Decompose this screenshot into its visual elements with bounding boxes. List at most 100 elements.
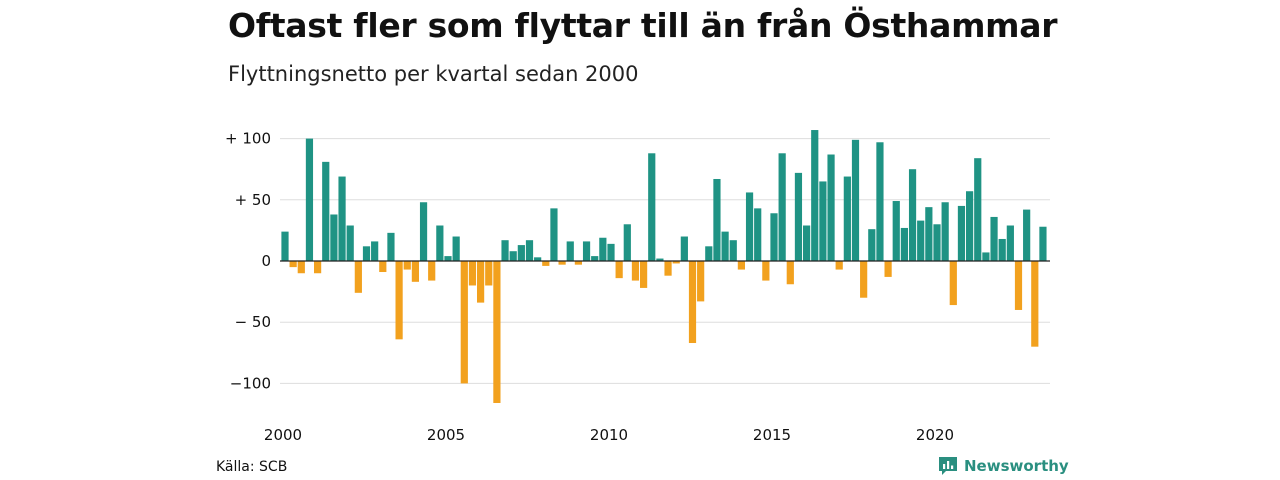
bar <box>640 261 648 288</box>
bar <box>574 261 582 265</box>
bar-layer <box>281 130 1047 403</box>
bar <box>387 232 395 261</box>
bar <box>615 261 623 279</box>
chart-subtitle: Flyttningsnetto per kvartal sedan 2000 <box>228 62 639 86</box>
bar <box>403 261 411 270</box>
bar <box>330 214 338 261</box>
x-tick-label: 2005 <box>427 426 465 444</box>
axis-layer: + 100 + 50 0 − 50 −100 2000 2005 2010 2015 2020 <box>225 130 1050 444</box>
bar <box>395 261 403 340</box>
bar <box>371 241 379 261</box>
bar <box>477 261 485 303</box>
bar <box>868 229 876 261</box>
bar <box>452 236 460 261</box>
bar <box>851 139 860 261</box>
bar <box>428 261 436 281</box>
bar <box>346 225 354 261</box>
bar <box>957 205 966 261</box>
y-tick-label: − 50 <box>235 313 271 331</box>
bar <box>493 261 501 403</box>
x-tick-label: 2020 <box>916 426 954 444</box>
bar <box>688 261 697 344</box>
bar <box>648 153 656 261</box>
bar <box>1014 261 1023 310</box>
bar <box>786 261 794 285</box>
bar <box>860 261 868 298</box>
bar <box>525 240 534 261</box>
grid-layer <box>280 138 1050 384</box>
bar <box>941 202 949 261</box>
brand-name: Newsworthy <box>964 457 1069 475</box>
bar <box>925 207 933 261</box>
bar <box>509 251 517 261</box>
bar <box>1039 226 1047 261</box>
bar <box>697 261 705 302</box>
bar <box>917 220 925 261</box>
bar <box>892 201 900 261</box>
bar <box>713 178 721 261</box>
bar <box>582 241 591 261</box>
x-tick-label: 2010 <box>590 426 628 444</box>
bar <box>314 261 322 274</box>
bar <box>794 172 803 261</box>
x-tick-label: 2000 <box>264 426 302 444</box>
bar <box>664 261 672 276</box>
bar <box>379 261 387 273</box>
bar <box>803 225 811 261</box>
bar <box>558 261 566 265</box>
bar <box>354 261 362 293</box>
bar <box>737 261 745 270</box>
bar <box>362 246 371 261</box>
bar <box>974 158 982 261</box>
bar <box>436 225 444 261</box>
bar <box>338 176 346 261</box>
bar <box>778 153 786 261</box>
y-tick-label: + 50 <box>235 191 271 209</box>
bar <box>631 261 640 281</box>
x-tick-label: 2015 <box>753 426 791 444</box>
newsworthy-logo-icon <box>939 457 957 475</box>
y-tick-label: + 100 <box>225 130 271 148</box>
bar <box>566 241 574 261</box>
bar <box>672 261 680 264</box>
bar <box>990 216 998 261</box>
bar <box>542 261 550 266</box>
bar <box>729 240 737 261</box>
bar <box>819 181 827 261</box>
bar <box>591 256 599 261</box>
bar <box>550 208 558 261</box>
bar <box>754 208 762 261</box>
bar <box>534 257 542 261</box>
bar <box>305 138 314 261</box>
bar <box>705 246 713 261</box>
bar <box>876 142 884 261</box>
bar <box>982 252 990 261</box>
bar <box>884 261 892 277</box>
bar <box>835 261 843 270</box>
bar <box>966 191 974 261</box>
bar <box>411 261 419 282</box>
bar <box>762 261 770 281</box>
bar <box>908 169 917 261</box>
bar <box>468 261 477 286</box>
bar <box>322 161 330 261</box>
bar <box>623 224 631 261</box>
y-tick-label: −100 <box>230 374 271 392</box>
bar <box>297 261 305 274</box>
bar <box>485 261 493 286</box>
brand-logo: Newsworthy <box>938 456 1069 476</box>
bar <box>460 261 468 384</box>
bar <box>1031 261 1039 347</box>
bar <box>419 202 428 261</box>
bar <box>517 245 525 261</box>
bar <box>1023 209 1031 261</box>
bar <box>501 240 509 261</box>
bar <box>281 231 289 261</box>
bar <box>900 227 908 261</box>
bar <box>811 130 819 261</box>
bar <box>656 258 664 261</box>
bar <box>289 261 297 268</box>
bar <box>770 213 778 261</box>
bar <box>998 238 1006 261</box>
